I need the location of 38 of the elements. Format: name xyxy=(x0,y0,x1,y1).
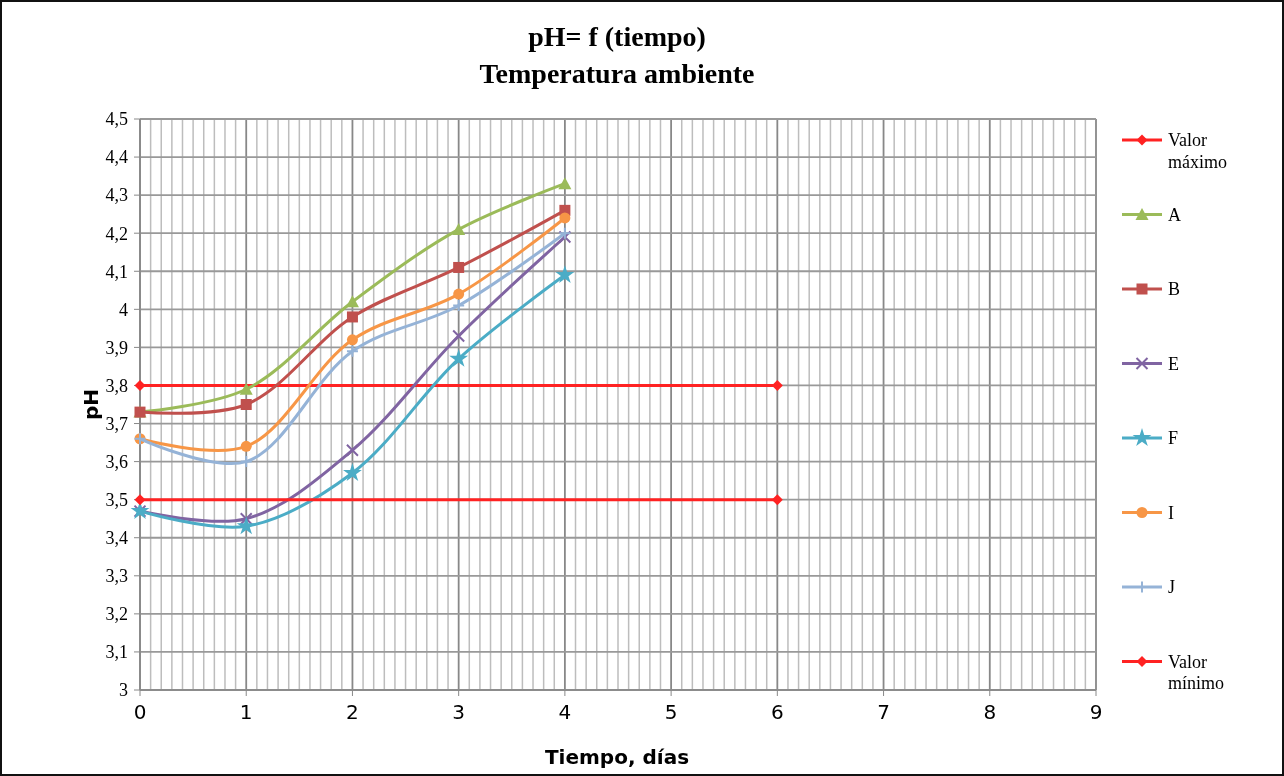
y-tick-label: 4,5 xyxy=(105,109,128,130)
y-tick-label: 3,7 xyxy=(105,413,128,434)
x-tick-label: 6 xyxy=(770,700,784,724)
y-tick-label: 3,8 xyxy=(105,375,128,396)
y-axis-title: pH xyxy=(79,388,103,421)
chart-title: pH= f (tiempo) xyxy=(528,21,706,52)
legend-label: I xyxy=(1168,502,1174,523)
y-tick-label: 3,4 xyxy=(105,528,128,549)
x-tick-label: 1 xyxy=(239,700,253,724)
x-tick-label: 9 xyxy=(1089,700,1103,724)
x-tick-label: 2 xyxy=(346,700,359,724)
y-tick-label: 3 xyxy=(119,680,128,701)
y-tick-label: 3,6 xyxy=(105,451,128,472)
x-tick-label: 8 xyxy=(983,700,997,724)
legend-label: Valor mínimo xyxy=(1168,651,1225,694)
legend-label: F xyxy=(1168,428,1179,449)
y-tick-label: 3,2 xyxy=(105,604,128,625)
legend-label: E xyxy=(1168,353,1179,374)
y-tick-label: 4,1 xyxy=(105,261,128,282)
y-tick-label: 4,4 xyxy=(105,147,128,168)
y-tick-label: 3,3 xyxy=(105,566,128,587)
y-tick-label: 4 xyxy=(119,299,128,320)
y-tick-label: 3,9 xyxy=(105,337,128,358)
x-tick-label: 5 xyxy=(664,700,678,724)
legend-label: A xyxy=(1168,204,1181,225)
y-tick-label: 4,3 xyxy=(105,185,128,206)
x-axis-title: Tiempo, días xyxy=(544,745,690,769)
y-tick-label: 3,1 xyxy=(105,642,128,663)
legend-label: B xyxy=(1168,279,1181,300)
x-tick-label: 0 xyxy=(133,700,147,724)
chart-subtitle: Temperatura ambiente xyxy=(479,58,755,89)
legend-label: J xyxy=(1168,577,1176,598)
x-tick-label: 4 xyxy=(558,700,572,724)
legend-label: Valor máximo xyxy=(1168,130,1227,172)
x-tick-label: 7 xyxy=(877,700,890,724)
y-tick-label: 4,2 xyxy=(105,223,128,244)
x-tick-label: 3 xyxy=(452,700,466,724)
y-tick-label: 3,5 xyxy=(105,489,128,510)
